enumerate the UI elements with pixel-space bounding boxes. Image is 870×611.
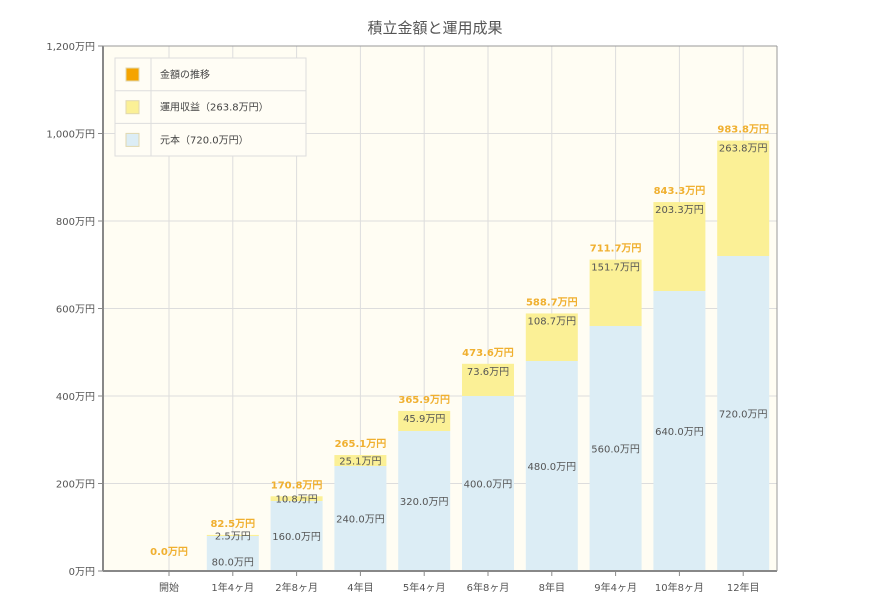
bar-label-gain: 10.8万円 [275, 495, 317, 506]
total-label: 265.1万円 [335, 438, 387, 450]
x-tick-label: 開始 [159, 581, 179, 594]
bar-label-principal: 240.0万円 [336, 515, 385, 526]
y-tick-label: 200万円 [56, 480, 95, 491]
bar-principal [398, 431, 451, 571]
legend-label: 元本（720.0万円） [160, 133, 249, 146]
x-tick-label: 1年4ヶ月 [211, 581, 254, 594]
bar-principal [270, 501, 323, 571]
bar-label-gain: 263.8万円 [719, 144, 768, 155]
bar-label-principal: 160.0万円 [272, 532, 321, 543]
bar-gain [717, 140, 770, 256]
bar-gain [462, 363, 514, 396]
bar-principal [589, 326, 642, 571]
bar-label-gain: 25.1万円 [339, 457, 381, 468]
x-tick-label: 6年8ヶ月 [467, 581, 510, 594]
y-tick-label: 0万円 [69, 567, 95, 578]
bar-gain [270, 496, 323, 501]
bar-gain [653, 202, 706, 291]
bar-gain [206, 534, 259, 536]
bar-principal [462, 396, 514, 571]
x-tick-label: 10年8ヶ月 [655, 581, 704, 594]
x-tick-label: 12年目 [727, 581, 760, 594]
x-tick-label: 2年8ヶ月 [275, 581, 318, 594]
total-label: 365.9万円 [398, 394, 450, 406]
total-label: 82.5万円 [210, 518, 255, 530]
bar-gain [525, 313, 578, 361]
total-label: 0.0万円 [150, 546, 188, 558]
bar-principal [653, 291, 706, 571]
legend-label: 金額の推移 [160, 68, 210, 81]
bar-label-gain: 203.3万円 [655, 205, 704, 216]
total-label: 170.8万円 [271, 479, 323, 491]
y-tick-label: 800万円 [56, 217, 95, 228]
bar-label-gain: 45.9万円 [403, 414, 445, 425]
y-tick-label: 600万円 [56, 305, 95, 316]
legend-label: 運用収益（263.8万円） [160, 101, 269, 114]
legend [114, 57, 307, 157]
bar-gain [589, 259, 642, 326]
bar-label-principal: 720.0万円 [719, 410, 768, 421]
chart-title: 積立金額と運用成果 [367, 19, 502, 37]
bar-principal [334, 466, 387, 571]
bar-label-principal: 480.0万円 [527, 462, 576, 473]
total-label: 843.3万円 [654, 185, 706, 197]
y-tick-label: 400万円 [56, 392, 95, 403]
bar-label-gain: 2.5万円 [215, 531, 251, 542]
bar-label-principal: 640.0万円 [655, 427, 704, 438]
bar-principal [525, 361, 578, 571]
total-label: 473.6万円 [462, 347, 514, 359]
x-tick-label: 9年4ヶ月 [594, 581, 637, 594]
bar-label-gain: 108.7万円 [527, 316, 576, 327]
y-tick-label: 1,000万円 [46, 130, 95, 141]
total-label: 588.7万円 [526, 296, 578, 308]
bar-gain [334, 455, 387, 466]
bar-principal [717, 256, 770, 571]
bar-principal [206, 536, 259, 571]
bar-label-gain: 73.6万円 [467, 367, 509, 378]
legend-swatch [125, 132, 140, 147]
bar-label-principal: 80.0万円 [212, 558, 254, 569]
bar-label-principal: 560.0万円 [591, 445, 640, 456]
y-tick-label: 1,200万円 [46, 42, 95, 53]
bar-label-gain: 151.7万円 [591, 263, 640, 274]
bar-label-principal: 320.0万円 [400, 497, 449, 508]
legend-swatch [125, 67, 140, 82]
x-tick-label: 8年目 [539, 581, 565, 594]
total-label: 711.7万円 [590, 243, 642, 255]
bar-gain [398, 410, 451, 431]
x-tick-label: 5年4ヶ月 [403, 581, 446, 594]
bar-label-principal: 400.0万円 [464, 480, 513, 491]
legend-swatch [125, 100, 140, 115]
x-tick-label: 4年目 [347, 581, 373, 594]
total-label: 983.8万円 [717, 124, 769, 136]
